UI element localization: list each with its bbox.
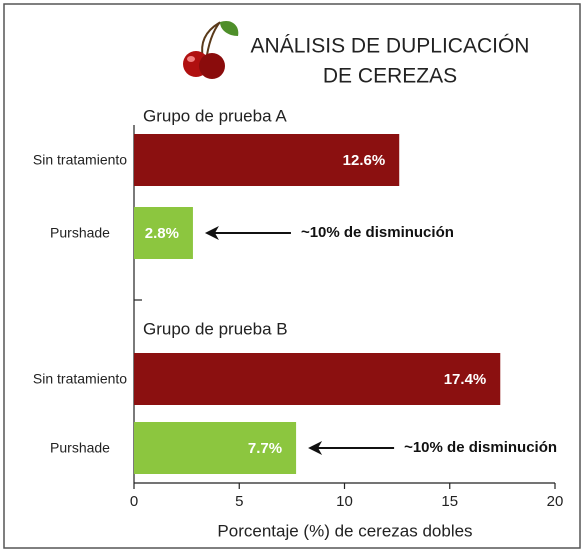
annotation-arrowhead — [308, 441, 323, 455]
category-label: Purshade — [50, 224, 110, 241]
category-label: Sin tratamiento — [32, 370, 128, 387]
bar — [134, 134, 400, 186]
x-tick-label: 20 — [547, 493, 564, 510]
chart-title: DE CEREZAS — [323, 65, 457, 88]
x-tick-label: 15 — [441, 493, 458, 510]
annotation-arrowhead — [204, 226, 219, 240]
value-label: 7.7% — [248, 440, 282, 457]
group-label: Grupo de prueba B — [143, 319, 288, 338]
annotation: ~10% de disminución — [404, 439, 557, 456]
x-axis-label: Porcentaje (%) de cerezas dobles — [217, 521, 472, 540]
bar — [134, 422, 297, 474]
category-label: Sin tratamiento — [32, 151, 128, 168]
cherry-icon — [183, 20, 239, 79]
value-label: 12.6% — [343, 152, 386, 169]
value-label: 17.4% — [444, 371, 487, 388]
category-label: Purshade — [50, 439, 110, 456]
value-label: 2.8% — [145, 225, 179, 242]
bar — [134, 353, 501, 405]
chart-title: ANÁLISIS DE DUPLICACIÓN — [251, 35, 530, 58]
annotation: ~10% de disminución — [301, 224, 454, 241]
bar — [134, 207, 193, 259]
group-label: Grupo de prueba A — [143, 106, 287, 125]
x-tick-label: 0 — [130, 493, 138, 510]
x-tick-label: 10 — [336, 493, 353, 510]
x-tick-label: 5 — [235, 493, 243, 510]
